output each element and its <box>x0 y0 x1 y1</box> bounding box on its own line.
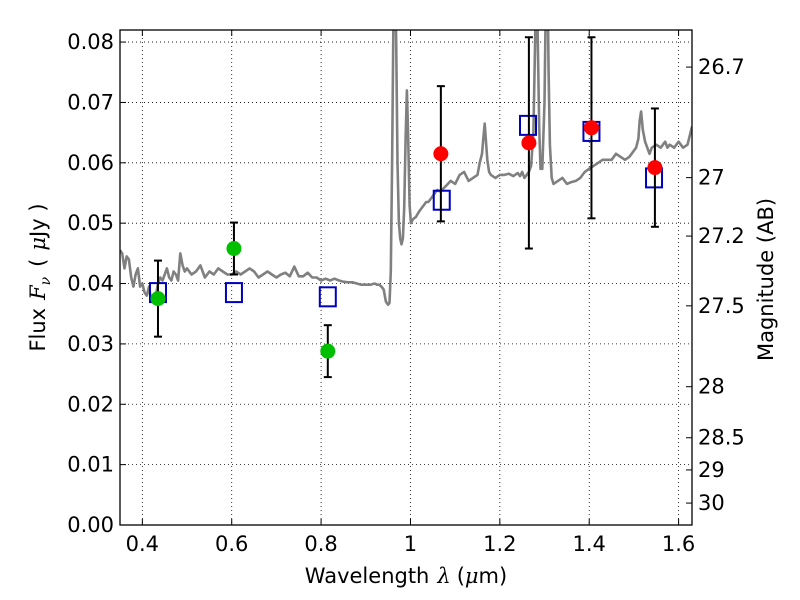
x-tick-label: 0.6 <box>215 532 248 556</box>
y-tick-label: 0.05 <box>67 211 114 235</box>
red-data-point <box>647 160 663 176</box>
y2-tick-label: 29 <box>698 458 725 482</box>
x-tick-label: 1.6 <box>662 532 695 556</box>
y2-tick-label: 26.7 <box>698 55 745 79</box>
spectrum-line <box>120 30 692 306</box>
green-data-point <box>320 343 336 359</box>
red-data-point <box>521 135 537 151</box>
spectrum-layer <box>120 30 692 306</box>
y2-tick-label: 27.5 <box>698 294 745 318</box>
x-axis-title: Wavelength λ (μm) <box>305 564 507 588</box>
x-axis-title-word: Wavelength <box>305 564 430 588</box>
y-axis-symbol-subscript: ν <box>38 276 54 285</box>
x-tick-label: 1.2 <box>483 532 516 556</box>
model-square-point <box>224 282 243 304</box>
y2-tick-label: 28 <box>698 375 725 399</box>
x-tick-label: 0.8 <box>304 532 337 556</box>
y-tick-label: 0.04 <box>67 272 114 296</box>
y-axis-symbol: F <box>26 284 50 301</box>
y2-tick-label: 30 <box>698 491 725 515</box>
y-tick-label: 0.08 <box>67 30 114 54</box>
y2-tick-label: 27 <box>698 166 725 190</box>
y-axis-unit-open: ( <box>26 259 50 267</box>
y-axis-title: Flux Fν ( μJy ) <box>26 203 54 351</box>
y-tick-label: 0.06 <box>67 151 114 175</box>
y2-tick-label: 28.5 <box>698 426 745 450</box>
y-tick-label: 0.01 <box>67 453 114 477</box>
x-tick-label: 0.4 <box>126 532 159 556</box>
green-data-point <box>150 291 166 307</box>
y-tick-label: 0.02 <box>67 392 114 416</box>
model-square-point <box>318 286 337 308</box>
green-data-point <box>226 241 242 257</box>
y2-axis-title: Magnitude (AB) <box>754 198 778 361</box>
x-axis-symbol: λ <box>436 564 450 588</box>
x-tick-label: 1 <box>404 532 417 556</box>
y-axis-unit-mu: μ <box>26 237 50 251</box>
y-tick-label: 0.00 <box>67 513 114 537</box>
x-axis-unit-open: ( <box>457 564 465 588</box>
axis-ticks: 0.4 0.6 0.8 1 1.2 1.4 1.6 0.00 0.01 0.02 0.03 0.04 0… <box>67 30 745 556</box>
red-data-point <box>583 120 599 136</box>
x-tick-label: 1.4 <box>573 532 606 556</box>
y-tick-label: 0.07 <box>67 90 114 114</box>
y-tick-label: 0.03 <box>67 332 114 356</box>
y-axis-unit-rest: Jy ) <box>26 203 50 239</box>
y-axis-title-word: Flux <box>26 308 50 352</box>
photometry-layer <box>148 36 664 379</box>
y2-tick-label: 27.2 <box>698 224 745 248</box>
x-axis-unit-mu: μ <box>465 564 479 588</box>
red-data-point <box>433 146 449 162</box>
plot-frame <box>119 29 693 526</box>
x-axis-unit-rest: m) <box>479 564 508 588</box>
